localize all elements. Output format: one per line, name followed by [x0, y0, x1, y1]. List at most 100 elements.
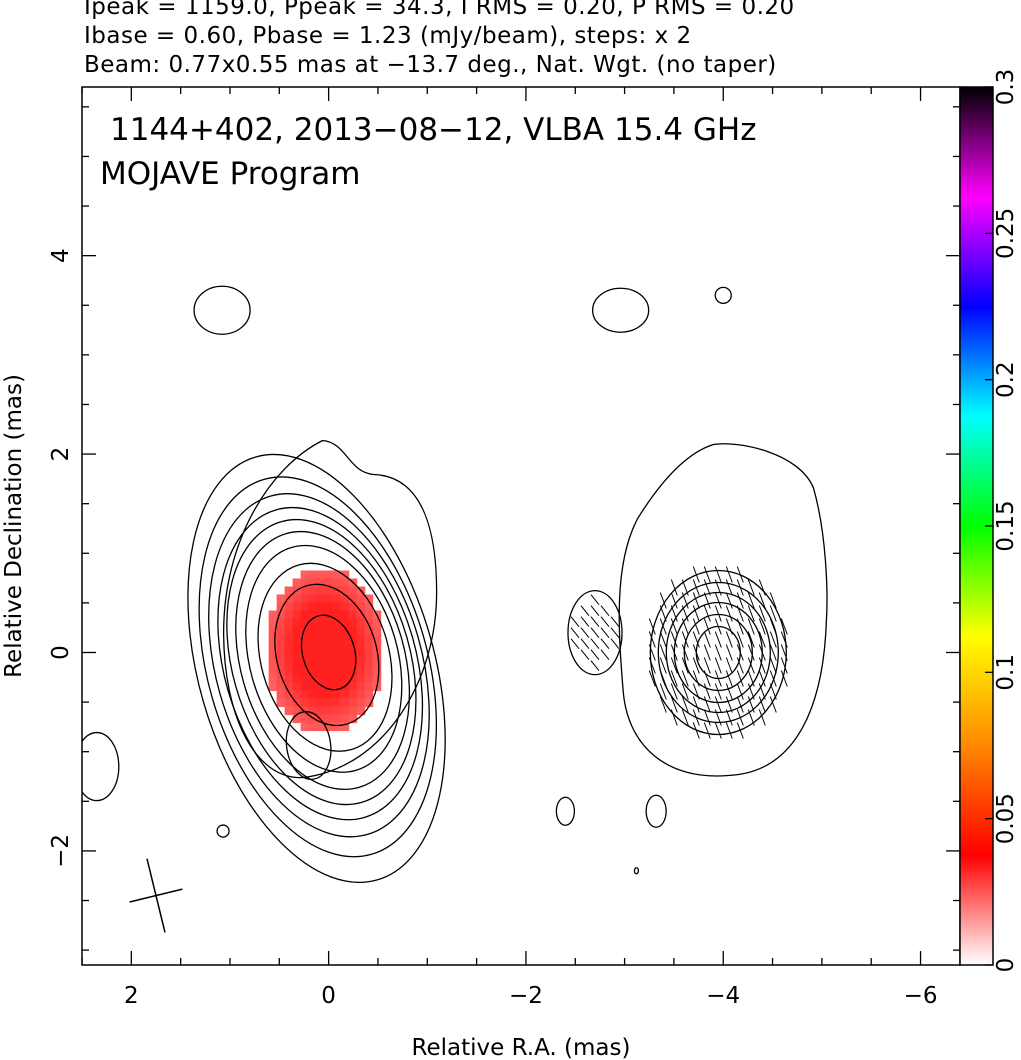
polarization-pixel: [300, 626, 310, 636]
polarization-pixel: [316, 618, 326, 628]
hatch-mark: [714, 618, 722, 635]
polarization-pixel: [340, 714, 350, 724]
hatch-mark: [670, 696, 678, 713]
hatch-mark: [769, 670, 777, 687]
hatch-mark: [600, 627, 610, 638]
hatch-mark: [600, 616, 610, 627]
polarization-pixel: [292, 618, 302, 628]
polarization-pixel: [348, 642, 358, 652]
polarization-pixel: [284, 698, 294, 708]
y-tick-label: 0: [48, 645, 74, 660]
polarization-pixel: [276, 626, 286, 636]
polarization-pixel: [308, 586, 318, 596]
data-layer: [82, 285, 828, 933]
hatch-mark: [747, 618, 755, 635]
hatch-mark: [736, 618, 744, 635]
polarization-pixel: [316, 666, 326, 676]
polarization-pixel: [276, 682, 286, 692]
polarization-pixel: [284, 634, 294, 644]
polarization-pixel: [292, 602, 302, 612]
polarization-pixel: [348, 714, 358, 724]
polarization-pixel: [284, 658, 294, 668]
hatch-mark: [590, 605, 600, 616]
hatch-mark: [736, 683, 744, 700]
polarization-pixel: [324, 698, 334, 708]
polarization-pixel: [356, 682, 366, 692]
hatch-mark: [659, 618, 667, 635]
polarization-pixel: [316, 634, 326, 644]
polarization-pixel: [300, 578, 310, 588]
polarization-pixel: [340, 658, 350, 668]
hatch-mark: [747, 709, 755, 726]
hatch-mark: [758, 670, 766, 687]
hatch-mark: [692, 709, 700, 726]
polarization-pixel: [348, 618, 358, 628]
hatch-mark: [725, 618, 733, 635]
hatch-mark: [580, 649, 590, 660]
hatch-mark: [714, 592, 722, 609]
colorbar-tick-label: 0.15: [993, 500, 1019, 551]
polarization-pixel: [268, 610, 278, 620]
colorbar-tick-label: 0: [993, 958, 1019, 973]
polarization-pixel: [348, 634, 358, 644]
hatch-mark: [703, 657, 711, 674]
hatch-mark: [736, 709, 744, 726]
hatch-mark: [736, 579, 744, 596]
polarization-pixel: [268, 634, 278, 644]
polarization-pixel: [316, 602, 326, 612]
polarization-pixel: [268, 658, 278, 668]
polarization-pixel: [364, 642, 374, 652]
hatch-mark: [659, 683, 667, 700]
hatch-mark: [580, 638, 590, 649]
polarization-pixel: [324, 602, 334, 612]
polarization-pixel: [316, 586, 326, 596]
polarization-pixel: [292, 594, 302, 604]
polarization-pixel: [372, 674, 382, 684]
negative-contour: [567, 589, 623, 676]
polarization-pixel: [324, 618, 334, 628]
polarization-pixel: [324, 650, 334, 660]
hatch-mark: [703, 618, 711, 635]
polarization-pixel: [276, 658, 286, 668]
contour-blob: [714, 286, 732, 304]
stokes-i-contour: [245, 544, 403, 773]
polarization-pixel: [340, 698, 350, 708]
hatch-mark: [769, 696, 777, 713]
hatch-mark: [692, 683, 700, 700]
polarization-pixel: [300, 594, 310, 604]
hatch-mark: [590, 660, 600, 671]
hatch-mark: [703, 605, 711, 622]
hatch-mark: [692, 566, 700, 583]
polarization-pixel: [308, 570, 318, 580]
hatch-mark: [736, 566, 744, 583]
polarization-pixel: [308, 618, 318, 628]
polarization-pixel: [300, 602, 310, 612]
polarization-pixel: [332, 690, 342, 700]
polarization-pixel: [356, 690, 366, 700]
hatch-mark: [758, 644, 766, 661]
hatch-mark: [600, 605, 610, 616]
polarization-pixel: [276, 634, 286, 644]
polarization-pixel: [308, 602, 318, 612]
hatch-mark: [659, 592, 667, 609]
polarization-pixel: [300, 714, 310, 724]
hatch-mark: [714, 709, 722, 726]
stokes-i-contour: [226, 518, 417, 806]
polarization-pixel: [284, 666, 294, 676]
hatch-mark: [681, 579, 689, 596]
polarization-pixel: [332, 666, 342, 676]
hatch-mark: [659, 631, 667, 648]
hatch-mark: [725, 657, 733, 674]
polarization-pixel: [268, 666, 278, 676]
polarization-pixel: [356, 642, 366, 652]
polarization-pixel: [324, 690, 334, 700]
hatch-mark: [725, 592, 733, 609]
stokes-i-contour: [274, 583, 380, 727]
hatch-mark: [681, 709, 689, 726]
polarization-pixel: [308, 722, 318, 732]
hatch-mark: [758, 657, 766, 674]
polarized-intensity-region: [268, 570, 382, 732]
hatch-mark: [692, 592, 700, 609]
hatch-mark: [714, 683, 722, 700]
hatch-mark: [648, 657, 656, 674]
